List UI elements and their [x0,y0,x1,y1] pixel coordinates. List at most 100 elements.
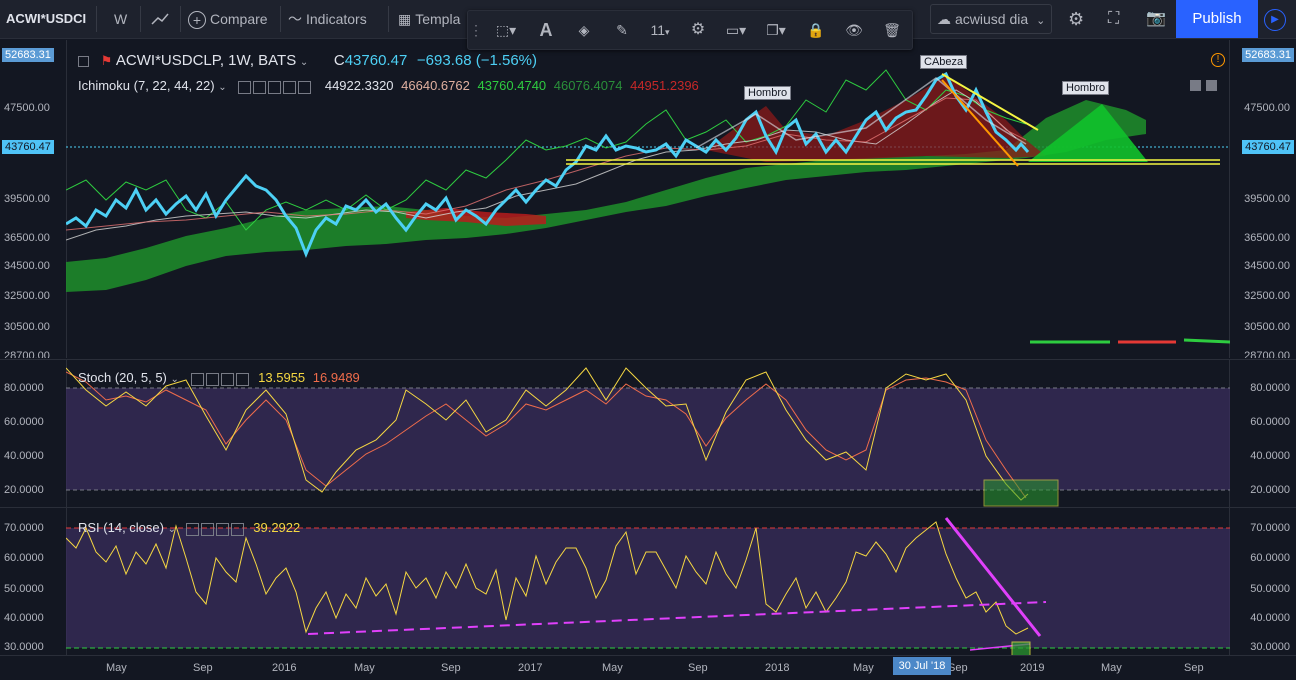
lock-button[interactable]: 🔒 [798,11,834,49]
selection-tool-button[interactable]: ⬚▾ [486,11,526,49]
oversold-highlight-box [983,479,1059,507]
stoch-legend: Stoch (20, 5, 5) ⌄ 13.5955 16.9489 [78,370,360,387]
eye-icon[interactable] [190,373,204,387]
close-icon[interactable] [298,81,312,95]
indicator-controls[interactable] [238,79,313,95]
plus-icon[interactable] [283,81,297,95]
stoch-pane[interactable]: 80.0000 60.0000 40.0000 20.0000 80.0000 … [0,359,1296,507]
settings-gear-button[interactable]: ⚙ [1068,0,1084,38]
drawing-toolbar: ⋮ ⬚▾ A ◈ ✎ 11▾ ⚙ ▭▾ ❐▾ 🔒 👁 🗑 [467,10,913,50]
left-price-scale[interactable]: 52683.31 47500.00 43760.47 39500.00 3650… [0,40,67,358]
price-chart-canvas[interactable] [66,40,1230,358]
fullscreen-button[interactable]: ⛶ [1108,0,1119,38]
text-color-button[interactable]: A [528,11,564,49]
time-tick: 2018 [765,662,790,674]
pane-collapse-icon[interactable] [1190,80,1201,91]
close-icon[interactable] [230,523,244,537]
publish-button[interactable]: Publish [1176,0,1258,38]
ichimoku-legend: Ichimoku (7, 22, 44, 22) ⌄ 44922.3320 46… [78,78,699,95]
alert-icon[interactable]: ! [1211,53,1225,67]
templates-button[interactable]: ▦ Templa [398,0,460,38]
settings-icon[interactable] [253,81,267,95]
indicator-controls[interactable] [185,521,246,537]
stoch-label[interactable]: Stoch (20, 5, 5) [78,370,167,385]
close-icon[interactable] [235,373,249,387]
time-tick: May [354,662,375,674]
interval-selector[interactable]: W [114,11,128,27]
chevron-down-icon[interactable]: ⌄ [218,82,227,93]
time-tick: May [106,662,127,674]
indicators-button[interactable]: 〜 Indicators [288,0,367,38]
main-price-pane[interactable]: 52683.31 47500.00 43760.47 39500.00 3650… [0,40,1296,358]
current-price-label-right: 43760.47 [1242,140,1294,154]
shoulder-annotation-right[interactable]: Hombro [1062,81,1110,95]
eye-icon[interactable] [238,81,252,95]
drawing-settings-button[interactable]: ⚙ [680,11,716,49]
right-price-scale[interactable]: 52683.31 47500.00 43760.47 39500.00 3650… [1229,40,1296,358]
ichimoku-cloud-red [706,76,1046,162]
clone-icon: ❐▾ [766,22,786,38]
layers-icon: ▭▾ [725,22,747,38]
price-series-line [66,71,1030,259]
time-axis[interactable]: May Sep 2016 May Sep 2017 May Sep 2018 M… [0,655,1296,680]
chart-style-button[interactable] [150,0,174,38]
stoch-tick: 80.0000 [4,382,44,394]
ichimoku-label[interactable]: Ichimoku (7, 22, 44, 22) [78,78,215,93]
ichimoku-value: 46076.4074 [553,78,623,93]
hide-button[interactable]: 👁 [836,11,872,49]
settings-icon[interactable] [200,523,214,537]
rsi-label[interactable]: RSI (14, close) [78,520,164,535]
head-shoulders-pattern [695,77,1027,149]
rsi-tick: 70.0000 [4,522,44,534]
head-annotation[interactable]: CAbeza [920,55,968,69]
plus-icon[interactable] [215,523,229,537]
pane-maximize-icon[interactable] [1206,80,1217,91]
line-width-select[interactable]: 11▾ [650,22,670,38]
source-icon[interactable] [268,81,282,95]
stoch-canvas[interactable] [66,360,1230,507]
symbol-search[interactable]: ACWI*USDCI [6,11,87,26]
stoch-k-line [66,367,1029,501]
line-color-button[interactable]: ✎ [604,11,640,49]
chevron-down-icon[interactable]: ⌄ [170,374,179,385]
replay-button[interactable]: ▶ [1264,0,1286,38]
fill-color-button[interactable]: ◈ [566,11,602,49]
rsi-canvas[interactable] [66,508,1230,656]
crosshair-time-label: 30 Jul '18 [893,657,951,675]
clone-button[interactable]: ❐▾ [758,11,794,49]
settings-icon[interactable] [205,373,219,387]
compare-label: Compare [210,11,268,27]
delete-button[interactable]: 🗑 [874,11,910,49]
left-stoch-scale[interactable]: 80.0000 60.0000 40.0000 20.0000 [0,360,67,507]
snapshot-button[interactable]: 📷 [1146,0,1166,38]
eye-icon: 👁 [845,22,863,38]
time-tick: 2019 [1020,662,1045,674]
ichimoku-value: 44922.3320 [324,78,394,93]
indicator-controls[interactable] [190,371,251,387]
compare-button[interactable]: + Compare [188,0,268,38]
time-tick: 2016 [272,662,297,674]
plus-icon[interactable] [220,373,234,387]
ichimoku-value: 46640.6762 [401,78,470,93]
chevron-down-icon[interactable]: ⌄ [299,57,309,68]
right-rsi-scale[interactable]: 70.0000 60.0000 50.0000 40.0000 30.0000 [1229,508,1296,656]
rsi-pane[interactable]: 70.0000 60.0000 50.0000 40.0000 30.0000 … [0,507,1296,656]
visual-order-button[interactable]: ▭▾ [718,11,754,49]
rsi-band [66,528,1230,648]
top-price-label-right: 52683.31 [1242,48,1294,62]
collapse-legend-icon[interactable] [78,56,89,68]
indicators-label: Indicators [306,11,367,27]
right-stoch-scale[interactable]: 80.0000 60.0000 40.0000 20.0000 [1229,360,1296,507]
shoulder-annotation-left[interactable]: Hombro [744,86,792,100]
main-title: ACWI*USDCLP, 1W, BATS [115,52,297,69]
rsi-line [66,521,1029,635]
chevron-down-icon[interactable]: ⌄ [167,524,176,535]
ichimoku-conversion-line [66,97,1027,231]
eye-icon[interactable] [185,523,199,537]
drag-handle-icon[interactable]: ⋮ [469,22,483,38]
layout-selector[interactable]: ☁ acwiusd dia ⌄ [930,4,1053,34]
price-tick: 28700.00 [1244,350,1290,358]
left-rsi-scale[interactable]: 70.0000 60.0000 50.0000 40.0000 30.0000 [0,508,67,656]
time-tick: Sep [441,662,461,674]
price-tick: 28700.00 [4,350,50,358]
